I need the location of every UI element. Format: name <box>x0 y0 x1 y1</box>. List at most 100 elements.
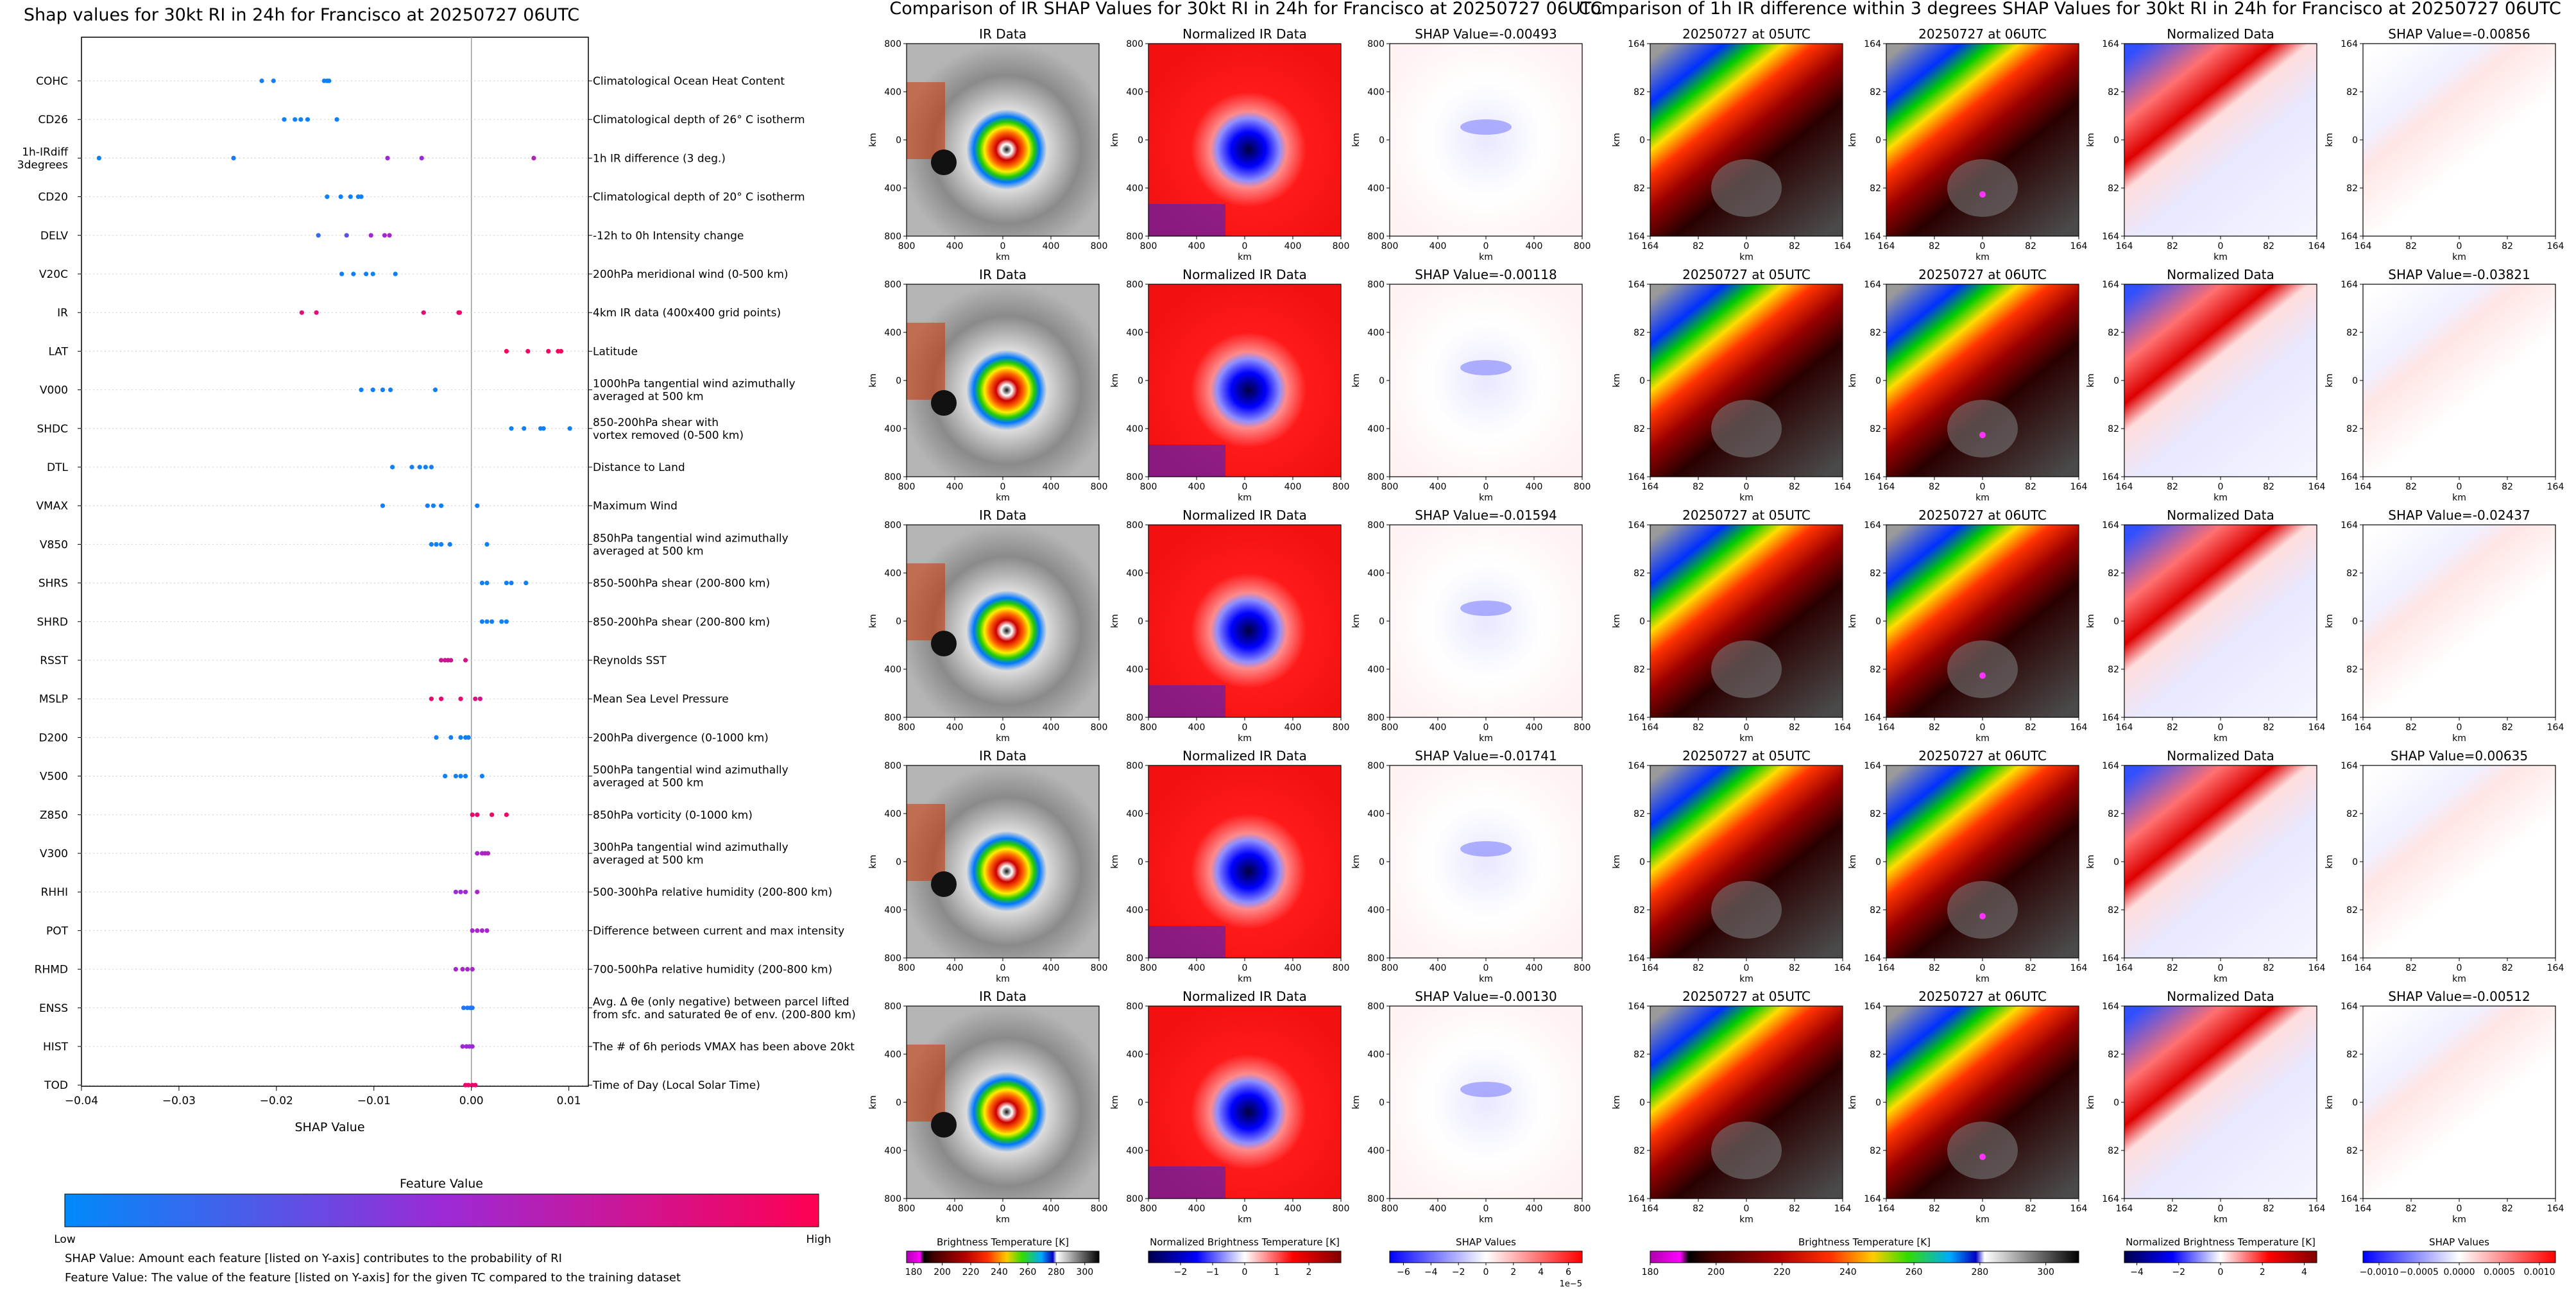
panel-y-tick-label: 0 <box>2113 1098 2119 1108</box>
shap-point <box>299 310 304 315</box>
panel-y-tick-label: 82 <box>1633 568 1645 579</box>
shap-x-axis-label: SHAP Value <box>294 1120 364 1134</box>
panel-x-tick-label: 82 <box>2405 482 2417 492</box>
panel-y-tick-label: 800 <box>884 1002 901 1012</box>
panel-y-tick-label: 164 <box>1864 953 1881 964</box>
feature-name-label: Z850 <box>40 809 68 822</box>
panel-x-tick-label: 0 <box>1483 722 1489 733</box>
panel-x-tick-label: 400 <box>1284 963 1302 973</box>
panel-x-tick-label: 800 <box>1140 963 1157 973</box>
panel-x-tick-label: 82 <box>2167 963 2178 973</box>
panel-x-tick-label: 164 <box>2355 722 2372 733</box>
bt-eye-region <box>1711 881 1782 939</box>
panel-y-tick-label: 400 <box>1367 809 1385 819</box>
feature-name-label: V300 <box>40 848 68 860</box>
panel-y-tick-label: 0 <box>896 617 901 627</box>
panel-y-tick-label: 0 <box>1875 376 1881 386</box>
panel-y-tick-label: 164 <box>1864 472 1881 482</box>
panel-x-tick-label: 0 <box>1483 482 1489 492</box>
panel-y-tick-label: 400 <box>1367 424 1385 434</box>
panel-x-tick-label: 400 <box>1429 241 1447 252</box>
panel-y-tick-label: 164 <box>2341 1194 2358 1204</box>
diff-shap-image <box>2363 525 2555 717</box>
panel-y-label: km <box>2086 855 2096 869</box>
colorbar-ir <box>1650 1251 2079 1263</box>
ir-shap-image <box>1390 525 1582 717</box>
shap-point <box>484 581 490 586</box>
shap-point <box>298 117 303 122</box>
shap-point <box>460 967 465 972</box>
panel-y-tick-label: 800 <box>1367 280 1385 290</box>
storm-center-marker <box>1979 432 1986 438</box>
panel-x-tick-label: 82 <box>2502 1204 2513 1214</box>
panel-y-tick-label: 164 <box>1628 232 1645 242</box>
panel-y-tick-label: 800 <box>1126 1194 1143 1204</box>
panel-y-label: km <box>2324 855 2335 869</box>
colorbar-offset-label: 1e−5 <box>1560 1279 1582 1289</box>
panel-x-tick-label: 0 <box>1980 963 1986 973</box>
normalized-diff-image <box>2124 1006 2317 1199</box>
colorbar-tick-label: 1 <box>1274 1267 1280 1277</box>
shap-point <box>504 619 509 624</box>
panel-x-tick-label: 82 <box>2263 722 2274 733</box>
colorbar-tick-label: 0.0000 <box>2444 1267 2475 1277</box>
bt-eye-region <box>1711 1122 1782 1179</box>
panel-y-tick-label: 800 <box>1367 1194 1385 1204</box>
panel-y-tick-label: 400 <box>1126 809 1143 819</box>
feature-name-label: COHC <box>36 75 68 88</box>
panel-y-tick-label: 164 <box>1864 1194 1881 1204</box>
panel-y-label: km <box>1612 133 1622 147</box>
colorbar-bwr <box>1389 1251 1583 1263</box>
feature-value-title: Feature Value <box>400 1177 483 1191</box>
panel-x-tick-label: 82 <box>1789 722 1800 733</box>
ir-cloud-west <box>907 563 945 640</box>
panel-x-tick-label: 0 <box>1242 963 1248 973</box>
panel-x-tick-label: 164 <box>1878 1204 1895 1214</box>
panel-x-tick-label: 82 <box>2167 482 2178 492</box>
panel-y-tick-label: 800 <box>1126 1002 1143 1012</box>
shap-point <box>466 1082 471 1088</box>
panel-x-tick-label: 0 <box>2218 963 2224 973</box>
panel-y-tick-label: 400 <box>884 905 901 916</box>
panel-x-tick-label: 0 <box>1483 241 1489 252</box>
panel-y-tick-label: 164 <box>1628 1002 1645 1012</box>
colorbar-tick-label: −2 <box>2172 1267 2185 1277</box>
panel-x-tick-label: 164 <box>1642 722 1659 733</box>
panel-x-tick-label: 0 <box>2218 241 2224 252</box>
panel-x-tick-label: 0 <box>1000 482 1006 492</box>
feature-description-label: 700-500hPa relative humidity (200-800 km… <box>593 964 832 977</box>
feature-name-label: RSST <box>40 654 68 667</box>
shap-point <box>470 1005 475 1011</box>
panel-y-tick-label: 0 <box>896 857 901 867</box>
panel-y-tick-label: 164 <box>2102 232 2119 242</box>
panel-x-tick-label: 800 <box>1333 1204 1350 1214</box>
panel-x-tick-label: 164 <box>2070 1204 2088 1214</box>
panel-x-tick-label: 0 <box>2218 722 2224 733</box>
shap-summary-panel: Shap values for 30kt RI in 24h for Franc… <box>17 5 856 1285</box>
panel-y-tick-label: 0 <box>1639 617 1645 627</box>
panel-title: 20250727 at 05UTC <box>1682 748 1811 764</box>
panel-x-tick-label: 164 <box>2070 963 2088 973</box>
shap-point <box>438 696 444 701</box>
panel-x-tick-label: 800 <box>898 963 916 973</box>
panel-x-tick-label: 164 <box>2308 241 2326 252</box>
colorbar-tick-label: 280 <box>1048 1267 1065 1277</box>
panel-y-tick-label: 164 <box>2102 761 2119 771</box>
shap-point <box>463 774 468 779</box>
panel-x-tick-label: 800 <box>898 241 916 252</box>
shap-point <box>434 735 439 740</box>
panel-y-tick-label: 0 <box>1379 135 1385 146</box>
panel-y-tick-label: 164 <box>1628 761 1645 771</box>
panel-y-tick-label: 164 <box>1628 472 1645 482</box>
panel-x-tick-label: 164 <box>1642 963 1659 973</box>
shap-point <box>387 233 392 238</box>
panel-y-tick-label: 164 <box>1864 280 1881 290</box>
panel-x-label: km <box>1479 252 1493 262</box>
panel-y-tick-label: 164 <box>1864 1002 1881 1012</box>
normalized-cold-region <box>1148 445 1225 477</box>
shap-point <box>457 310 463 315</box>
panel-x-tick-label: 400 <box>1188 241 1206 252</box>
ir-cloud-west <box>907 1045 945 1122</box>
panel-x-tick-label: 82 <box>1789 963 1800 973</box>
panel-title: Normalized IR Data <box>1182 508 1307 523</box>
